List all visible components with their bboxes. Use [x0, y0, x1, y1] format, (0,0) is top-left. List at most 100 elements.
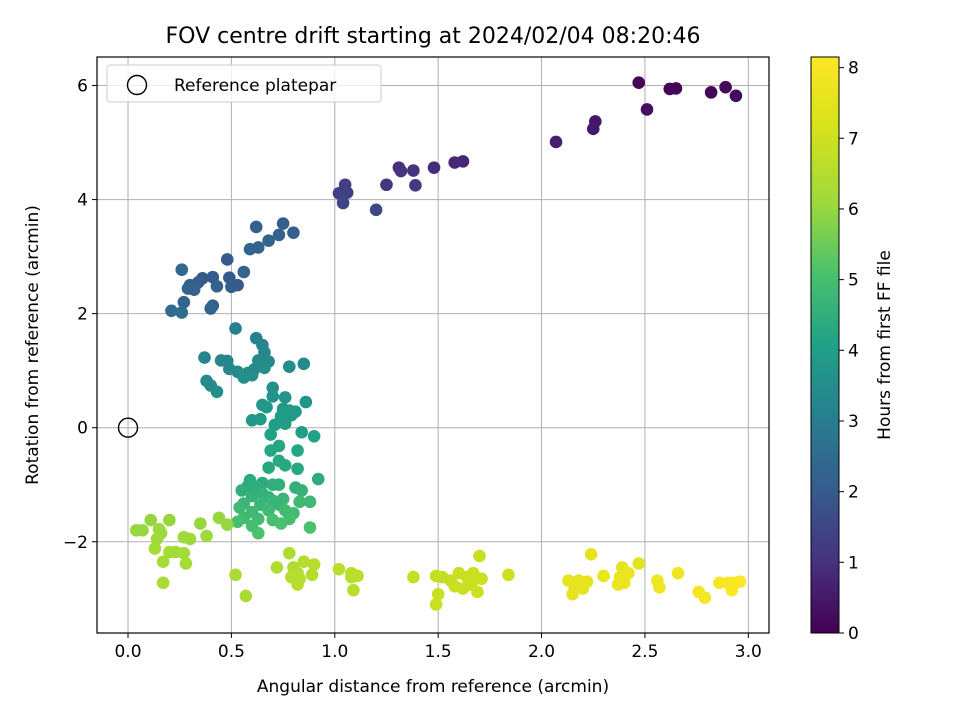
x-tick-label: 3.0: [735, 642, 762, 662]
data-point: [407, 570, 420, 584]
data-point: [268, 418, 282, 432]
data-point: [632, 76, 646, 89]
data-point: [156, 555, 170, 569]
data-point: [278, 391, 292, 404]
y-axis-label: Rotation from reference (arcmin): [23, 205, 43, 485]
data-point: [719, 80, 732, 94]
data-point: [295, 425, 309, 439]
data-point: [305, 568, 319, 582]
data-point: [212, 511, 226, 525]
colorbar-gradient: [810, 56, 840, 634]
data-point: [272, 228, 286, 242]
x-tick-label: 2.0: [528, 642, 555, 662]
data-point: [429, 598, 443, 611]
data-point: [274, 517, 288, 530]
colorbar-label: Hours from first FF file: [875, 250, 895, 440]
colorbar-tick-label: 7: [848, 129, 859, 149]
data-point: [622, 566, 635, 580]
data-point: [150, 532, 164, 546]
colorbar: 0 1 2 3 4 5 6 7 8 Hours from first FF file: [810, 56, 895, 644]
data-point: [163, 513, 176, 527]
data-point: [473, 549, 486, 563]
data-point: [549, 135, 563, 149]
data-point: [251, 526, 265, 540]
data-point: [144, 513, 158, 527]
data-point: [210, 279, 224, 293]
reference-marker: [117, 417, 139, 438]
data-point: [156, 576, 170, 590]
data-point: [394, 164, 408, 178]
colorbar-tick-label: 0: [848, 624, 859, 644]
x-tick-label: 0.0: [114, 642, 141, 662]
data-point: [183, 532, 197, 546]
x-tick-label: 1.0: [321, 642, 348, 662]
data-point: [471, 585, 484, 599]
colorbar-tick-label: 8: [848, 59, 859, 79]
data-point: [291, 444, 304, 457]
data-point: [249, 220, 263, 234]
data-point: [270, 561, 284, 574]
data-point: [336, 196, 350, 210]
data-point: [278, 459, 292, 472]
data-point: [291, 462, 304, 476]
colorbar-tick-label: 5: [848, 271, 859, 291]
data-point: [254, 412, 267, 426]
chart-title: FOV centre drift starting at 2024/02/04 …: [166, 24, 701, 49]
data-point: [262, 234, 275, 247]
data-point: [229, 568, 242, 582]
data-point: [303, 521, 317, 534]
data-point: [307, 429, 321, 443]
data-point: [245, 368, 259, 382]
data-point: [347, 583, 360, 597]
data-point: [175, 263, 189, 277]
data-point: [584, 547, 598, 561]
data-point: [260, 400, 273, 414]
data-point: [407, 164, 420, 177]
data-point: [725, 583, 739, 597]
data-point: [332, 562, 346, 576]
data-point: [266, 390, 280, 403]
data-point: [409, 179, 422, 192]
reference-platepar-point: [117, 417, 139, 438]
data-point: [632, 557, 646, 570]
colorbar-ticks: 0 1 2 3 4 5 6 7 8: [839, 59, 859, 644]
x-tick-label: 1.5: [425, 642, 452, 662]
data-point: [200, 529, 213, 543]
data-point: [297, 555, 311, 569]
data-point: [617, 576, 631, 590]
data-point: [733, 575, 747, 588]
data-point: [245, 489, 259, 503]
data-point: [231, 278, 244, 292]
data-point: [640, 103, 654, 116]
legend-label: Reference platepar: [174, 76, 336, 96]
data-point: [698, 591, 712, 604]
y-tick-label: 6: [77, 77, 88, 97]
data-point: [729, 89, 743, 103]
data-point: [187, 283, 201, 296]
data-point: [165, 304, 178, 318]
data-point: [198, 351, 211, 364]
data-point: [235, 484, 249, 497]
colorbar-tick-label: 4: [848, 341, 859, 361]
data-point: [340, 186, 354, 200]
data-point: [669, 82, 683, 95]
data-point: [427, 161, 441, 174]
data-point: [448, 156, 462, 169]
data-point: [287, 226, 300, 239]
y-tick-label: 4: [77, 191, 88, 211]
x-tick-label: 2.5: [631, 642, 658, 662]
data-point: [671, 566, 685, 580]
legend: Reference platepar: [106, 64, 382, 103]
data-point: [258, 361, 271, 375]
y-axis-ticks: −2 0 2 4 6: [63, 77, 97, 553]
data-point: [566, 587, 579, 601]
data-point: [233, 501, 246, 514]
data-point: [475, 572, 488, 586]
data-point: [204, 302, 218, 315]
data-point: [311, 472, 325, 486]
data-point: [179, 557, 193, 570]
x-axis-label: Angular distance from reference (arcmin): [257, 677, 609, 697]
y-tick-label: −2: [63, 533, 88, 553]
data-point: [177, 295, 191, 309]
data-point: [502, 568, 515, 582]
